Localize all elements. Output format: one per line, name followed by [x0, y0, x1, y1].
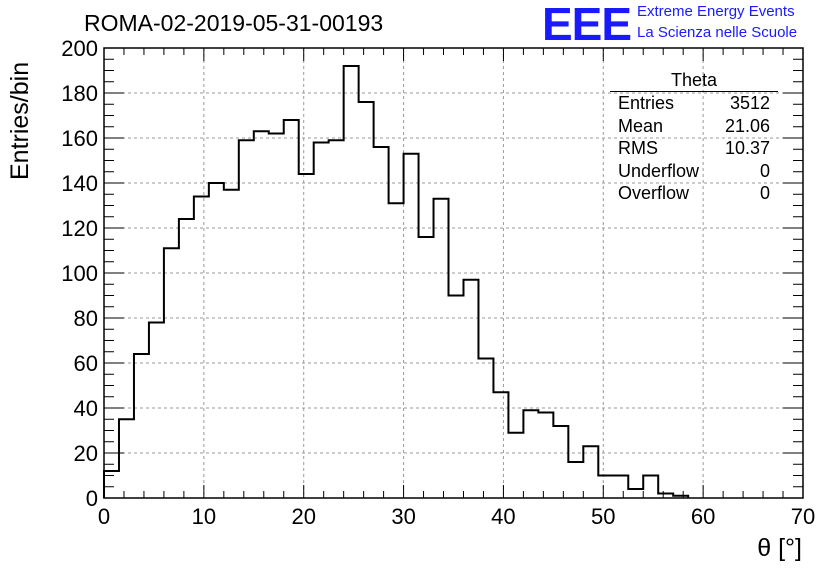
x-tick-label: 30	[391, 504, 415, 529]
run-title: ROMA-02-2019-05-31-00193	[84, 10, 384, 36]
histogram-bin	[314, 143, 329, 499]
histogram-bin	[119, 419, 134, 498]
x-tick-label: 40	[491, 504, 515, 529]
y-tick-label: 120	[61, 216, 98, 241]
stats-row-underflow: Underflow 0	[610, 160, 778, 183]
x-tick-label: 20	[291, 504, 315, 529]
histogram-bin	[643, 476, 658, 499]
y-axis-label: Entries/bin	[6, 61, 34, 180]
y-tick-label: 60	[74, 351, 98, 376]
histogram-bin	[329, 140, 344, 498]
y-tick-label: 180	[61, 81, 98, 106]
y-tick-label: 80	[74, 306, 98, 331]
histogram-bin	[299, 174, 314, 498]
histogram-bin	[209, 183, 224, 498]
histogram-bin	[598, 476, 613, 499]
stats-value: 0	[759, 160, 770, 181]
stats-row-entries: Entries 3512	[610, 92, 778, 115]
y-tick-label: 100	[61, 261, 98, 286]
x-axis-label: θ [°]	[757, 534, 802, 562]
stats-value: 0	[759, 183, 770, 203]
histogram-bin	[269, 134, 284, 499]
stats-row-overflow: Overflow 0	[610, 182, 778, 205]
stats-value: 21.06	[724, 115, 770, 136]
y-tick-label: 140	[61, 171, 98, 196]
logo-caption-line2: La Scienza nelle Scuole	[637, 24, 798, 41]
histogram-bin	[508, 433, 523, 498]
x-tick-label: 60	[691, 504, 715, 529]
histogram-bin	[389, 203, 404, 498]
y-tick-label: 160	[61, 126, 98, 151]
stats-label: Overflow	[618, 183, 690, 203]
histogram-bin	[254, 131, 269, 498]
histogram-bin	[239, 140, 254, 498]
histogram-bin	[449, 296, 464, 499]
histogram-bin	[224, 190, 239, 498]
histogram-series	[103, 65, 690, 499]
histogram-bin	[164, 248, 179, 498]
histogram-bin	[463, 280, 478, 498]
histogram-bin	[538, 413, 553, 499]
stats-value: 10.37	[724, 138, 770, 158]
y-tick-label: 0	[86, 486, 98, 511]
histogram-outline	[103, 65, 690, 498]
histogram-bin	[359, 102, 374, 498]
histogram-bin	[134, 354, 149, 498]
histogram-bin	[553, 426, 568, 498]
x-tick-label: 50	[591, 504, 615, 529]
axis-ticks	[103, 47, 804, 499]
stats-label: RMS	[618, 138, 658, 158]
histogram-bin	[523, 410, 538, 498]
stats-label: Entries	[618, 93, 675, 113]
histogram-bin	[478, 359, 493, 499]
stats-box: Theta Entries 3512 Mean 21.06 RMS 10.37 …	[610, 70, 778, 205]
histogram-bin	[583, 446, 598, 498]
stats-row-rms: RMS 10.37	[610, 137, 778, 160]
histogram-bin	[613, 476, 628, 499]
histogram-bin	[419, 237, 434, 498]
y-tick-label: 40	[74, 396, 98, 421]
histogram-bin	[284, 120, 299, 498]
histogram-bin	[404, 154, 419, 498]
y-tick-label: 20	[74, 441, 98, 466]
logo-caption-line1: Extreme Energy Events	[637, 3, 795, 20]
x-tick-label: 10	[192, 504, 216, 529]
tick-labels: 0 10 20 30 40 50 60 70 0 20 40 60 80 100 120 140 160 180 2…	[61, 36, 815, 529]
histogram-bin	[344, 66, 359, 498]
histogram-bin	[374, 147, 389, 498]
stats-row-mean: Mean 21.06	[610, 115, 778, 138]
x-tick-label: 0	[98, 504, 110, 529]
stats-label: Underflow	[618, 160, 700, 181]
stats-value: 3512	[729, 93, 770, 113]
histogram-bin	[568, 462, 583, 498]
x-tick-label: 70	[791, 504, 815, 529]
stats-label: Mean	[618, 115, 664, 136]
histogram-bin	[628, 489, 643, 498]
y-tick-label: 200	[61, 36, 98, 61]
histogram-bin	[179, 219, 194, 498]
stats-title: Theta	[610, 70, 778, 92]
grid-lines	[104, 48, 803, 498]
eee-logo: EEE	[542, 0, 632, 50]
histogram-bin	[149, 323, 164, 499]
